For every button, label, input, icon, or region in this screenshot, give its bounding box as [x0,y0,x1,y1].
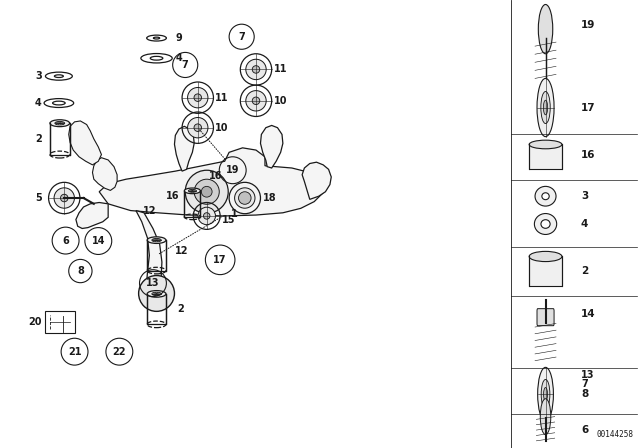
Text: 8: 8 [77,266,84,276]
Text: 8: 8 [581,389,588,399]
Circle shape [194,124,202,131]
Text: 11: 11 [215,93,228,103]
Text: 10: 10 [215,123,228,133]
Text: 22: 22 [113,347,126,357]
Ellipse shape [147,237,166,243]
Ellipse shape [184,188,200,194]
Ellipse shape [55,121,65,125]
Text: 4: 4 [581,219,588,229]
Ellipse shape [239,192,251,204]
Text: 5: 5 [35,193,42,203]
Text: 19: 19 [581,20,595,30]
Text: 2: 2 [35,134,42,144]
Bar [529,144,562,169]
Ellipse shape [50,120,70,127]
Ellipse shape [542,193,549,200]
Circle shape [252,97,260,104]
Circle shape [537,78,554,137]
Polygon shape [136,211,162,298]
Text: 4: 4 [175,53,182,63]
Circle shape [61,194,68,202]
Bar [147,240,166,271]
Text: 16: 16 [209,171,223,181]
Circle shape [139,276,175,311]
Text: 9: 9 [175,33,182,43]
Circle shape [246,90,266,111]
Text: 13: 13 [146,278,160,288]
Circle shape [541,91,550,124]
Text: 19: 19 [226,165,239,175]
Text: 21: 21 [68,347,81,357]
Circle shape [194,179,220,204]
Ellipse shape [235,188,255,208]
Circle shape [194,94,202,101]
Ellipse shape [534,214,557,234]
Text: 16: 16 [166,191,180,201]
FancyBboxPatch shape [537,309,554,326]
Ellipse shape [529,251,562,262]
Bar [529,256,562,286]
Text: 2: 2 [178,304,184,314]
Circle shape [202,186,212,197]
Circle shape [541,379,550,409]
Text: 7: 7 [182,60,189,70]
Text: 14: 14 [581,309,596,319]
Text: 13: 13 [581,370,595,380]
Text: 3: 3 [35,71,42,81]
Text: 6: 6 [62,236,69,246]
Polygon shape [68,121,101,165]
Text: 1: 1 [232,209,238,219]
Text: 12: 12 [143,207,157,216]
Text: 16: 16 [581,150,595,159]
Circle shape [185,170,228,213]
Circle shape [188,87,208,108]
Text: 14: 14 [92,236,105,246]
Circle shape [543,100,548,115]
Circle shape [188,117,208,138]
Ellipse shape [152,292,161,296]
Circle shape [540,399,551,435]
Circle shape [246,59,266,80]
Text: 00144258: 00144258 [596,430,634,439]
Text: 6: 6 [581,425,588,435]
Polygon shape [76,202,108,228]
Circle shape [198,207,216,224]
Ellipse shape [188,190,196,192]
Ellipse shape [529,140,562,149]
Text: 17: 17 [581,103,596,112]
Ellipse shape [541,220,550,228]
Bar [50,123,70,155]
Polygon shape [175,126,194,171]
Ellipse shape [535,186,556,206]
Text: 18: 18 [262,193,276,203]
Text: 11: 11 [274,65,287,74]
Polygon shape [302,162,332,199]
Circle shape [204,213,210,219]
Text: 4: 4 [35,98,42,108]
Text: 10: 10 [274,96,287,106]
Text: 2: 2 [581,266,588,276]
Ellipse shape [152,238,161,242]
Text: 3: 3 [581,191,588,201]
Polygon shape [260,125,283,168]
Circle shape [538,367,554,421]
Polygon shape [99,148,323,216]
Text: 12: 12 [175,246,188,256]
Circle shape [252,66,260,73]
Circle shape [54,188,74,208]
Text: 17: 17 [213,255,227,265]
Text: 20: 20 [28,317,42,327]
Text: 7: 7 [581,379,588,389]
Bar [184,191,200,217]
Ellipse shape [147,291,166,297]
Text: 15: 15 [223,215,236,224]
Text: 7: 7 [238,32,245,42]
Circle shape [543,388,547,401]
Bar [147,294,166,324]
Polygon shape [92,158,117,190]
Circle shape [538,4,553,54]
